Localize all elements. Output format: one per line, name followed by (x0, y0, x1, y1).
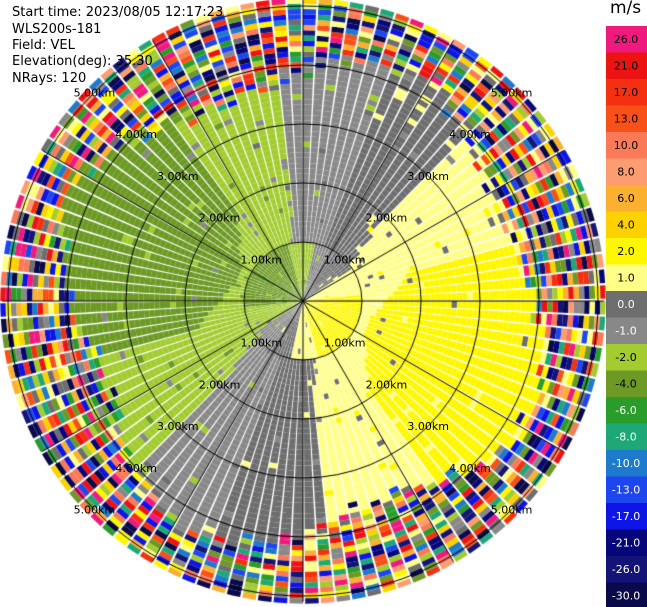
colorbar-unit: m/s (610, 0, 642, 18)
range-ring-label: 4.00km (115, 128, 157, 141)
colorbar-tick-label: -2.0 (615, 351, 636, 364)
range-ring-label: 5.00km (74, 504, 116, 517)
range-ring-label: 2.00km (366, 378, 408, 391)
range-ring-label: 1.00km (324, 253, 366, 266)
colorbar-segment (606, 79, 647, 106)
colorbar-segment (606, 423, 647, 451)
range-ring-label: 2.00km (199, 378, 241, 391)
colorbar-tick-label: -6.0 (615, 404, 636, 417)
colorbar-segment (606, 556, 647, 583)
colorbar-segment (606, 105, 647, 133)
colorbar-tick-label: 2.0 (617, 245, 635, 258)
range-ring-label: 3.00km (407, 170, 449, 183)
colorbar-tick-label: 4.0 (617, 219, 635, 232)
colorbar-tick-label: 8.0 (617, 166, 635, 179)
range-ring-label: 3.00km (407, 420, 449, 433)
range-ring-label: 3.00km (157, 420, 199, 433)
colorbar-segment (606, 344, 647, 371)
colorbar-segment (606, 529, 647, 557)
range-ring-label: 1.00km (324, 337, 366, 350)
range-ring-label: 5.00km (491, 86, 533, 99)
colorbar-segment (606, 370, 647, 398)
colorbar-segment (606, 185, 647, 212)
colorbar-tick-label: 6.0 (617, 192, 635, 205)
colorbar-tick-label: 26.0 (614, 33, 639, 46)
colorbar-tick-label: 17.0 (614, 86, 639, 99)
colorbar-tick-label: 10.0 (614, 139, 639, 152)
range-ring-label: 2.00km (366, 212, 408, 225)
colorbar-tick-label: 1.0 (617, 272, 635, 285)
colorbar-segment (606, 238, 647, 265)
colorbar-segment (606, 317, 647, 345)
field-label: Field: VEL (12, 38, 75, 53)
range-ring-label: 4.00km (115, 462, 157, 475)
colorbar: 26.0 21.0 17.0 13.0 10.0 8.0 6.0 4.0 2.0 1.0 0.0 -1… (606, 26, 647, 607)
colorbar-tick-label: 0.0 (617, 298, 635, 311)
colorbar-tick-label: -8.0 (615, 431, 636, 444)
colorbar-tick-label: -1.0 (615, 325, 636, 338)
colorbar-segment (606, 582, 647, 607)
colorbar-segment (606, 158, 647, 186)
range-ring-labels: 1.00km 1.00km 1.00km 1.00km 2.00km 2.00km 2.00… (74, 86, 533, 517)
colorbar-tick-label: 13.0 (614, 113, 639, 126)
range-ring-label: 1.00km (240, 337, 282, 350)
range-ring-label: 5.00km (491, 504, 533, 517)
colorbar-segment (606, 211, 647, 239)
range-ring-label: 1.00km (240, 253, 282, 266)
nrays-label: NRays: 120 (12, 71, 87, 86)
colorbar-segment (606, 503, 647, 530)
colorbar-segment (606, 397, 647, 424)
range-ring-label: 5.00km (74, 86, 116, 99)
ppi-velocity-plot (0, 0, 607, 607)
colorbar-segment (606, 291, 647, 318)
colorbar-segment (606, 264, 647, 292)
elevation-label: Elevation(deg): 35.30 (12, 54, 153, 69)
range-ring-label: 4.00km (449, 462, 491, 475)
colorbar-tick-label: -10.0 (612, 457, 640, 470)
colorbar-segment (606, 26, 647, 53)
range-ring-label: 4.00km (449, 128, 491, 141)
colorbar-segment (606, 132, 647, 159)
colorbar-tick-label: -30.0 (612, 590, 640, 603)
colorbar-segment (606, 476, 647, 504)
colorbar-tick-label: 21.0 (614, 60, 639, 73)
colorbar-segment (606, 450, 647, 477)
colorbar-tick-label: -4.0 (615, 378, 636, 391)
colorbar-tick-label: -13.0 (612, 484, 640, 497)
range-ring-label: 2.00km (199, 212, 241, 225)
colorbar-segment (606, 52, 647, 80)
colorbar-tick-label: -26.0 (612, 563, 640, 576)
range-ring-label: 3.00km (157, 170, 199, 183)
instrument-label: WLS200s-181 (12, 22, 102, 37)
start-time-label: Start time: 2023/08/05 12:17:23 (12, 5, 224, 20)
colorbar-tick-label: -17.0 (612, 510, 640, 523)
colorbar-tick-label: -21.0 (612, 537, 640, 550)
